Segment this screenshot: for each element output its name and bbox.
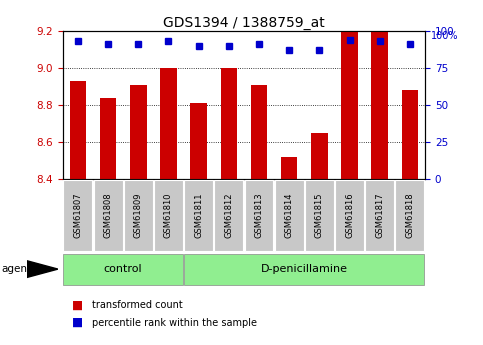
Text: GSM61810: GSM61810 bbox=[164, 193, 173, 238]
Text: GSM61808: GSM61808 bbox=[103, 193, 113, 238]
Text: transformed count: transformed count bbox=[92, 300, 183, 310]
Bar bbox=[100, 98, 116, 179]
Bar bbox=[184, 180, 213, 251]
Bar bbox=[402, 90, 418, 179]
Bar bbox=[63, 180, 92, 251]
Bar bbox=[311, 133, 327, 179]
Text: GSM61818: GSM61818 bbox=[405, 193, 414, 238]
Text: agent: agent bbox=[1, 264, 31, 274]
Polygon shape bbox=[27, 261, 58, 277]
Text: GSM61816: GSM61816 bbox=[345, 193, 354, 238]
Bar bbox=[281, 157, 298, 179]
Bar bbox=[94, 180, 123, 251]
Bar bbox=[335, 180, 364, 251]
Title: GDS1394 / 1388759_at: GDS1394 / 1388759_at bbox=[163, 16, 325, 30]
Text: GSM61815: GSM61815 bbox=[315, 193, 324, 238]
Text: D-penicillamine: D-penicillamine bbox=[261, 264, 348, 274]
Text: 100%: 100% bbox=[430, 31, 458, 41]
Bar bbox=[365, 180, 394, 251]
Text: GSM61817: GSM61817 bbox=[375, 193, 384, 238]
Bar bbox=[154, 180, 183, 251]
Text: ■: ■ bbox=[72, 299, 84, 312]
Text: GSM61807: GSM61807 bbox=[73, 193, 83, 238]
Bar bbox=[160, 68, 177, 179]
Text: GSM61814: GSM61814 bbox=[284, 193, 294, 238]
Bar bbox=[275, 180, 304, 251]
Bar bbox=[371, 31, 388, 179]
Text: GSM61809: GSM61809 bbox=[134, 193, 143, 238]
Text: GSM61811: GSM61811 bbox=[194, 193, 203, 238]
Text: GSM61812: GSM61812 bbox=[224, 193, 233, 238]
Text: control: control bbox=[104, 264, 142, 274]
Bar bbox=[305, 180, 334, 251]
Bar bbox=[124, 180, 153, 251]
Bar bbox=[396, 180, 425, 251]
Bar bbox=[63, 254, 183, 285]
Bar bbox=[251, 85, 267, 179]
Text: GSM61813: GSM61813 bbox=[255, 193, 264, 238]
Text: ■: ■ bbox=[72, 316, 84, 329]
Text: percentile rank within the sample: percentile rank within the sample bbox=[92, 318, 257, 327]
Bar bbox=[190, 104, 207, 179]
Bar bbox=[244, 180, 273, 251]
Bar bbox=[184, 254, 425, 285]
Bar bbox=[214, 180, 243, 251]
Bar bbox=[130, 85, 146, 179]
Bar bbox=[70, 81, 86, 179]
Bar bbox=[341, 31, 358, 179]
Bar bbox=[221, 68, 237, 179]
